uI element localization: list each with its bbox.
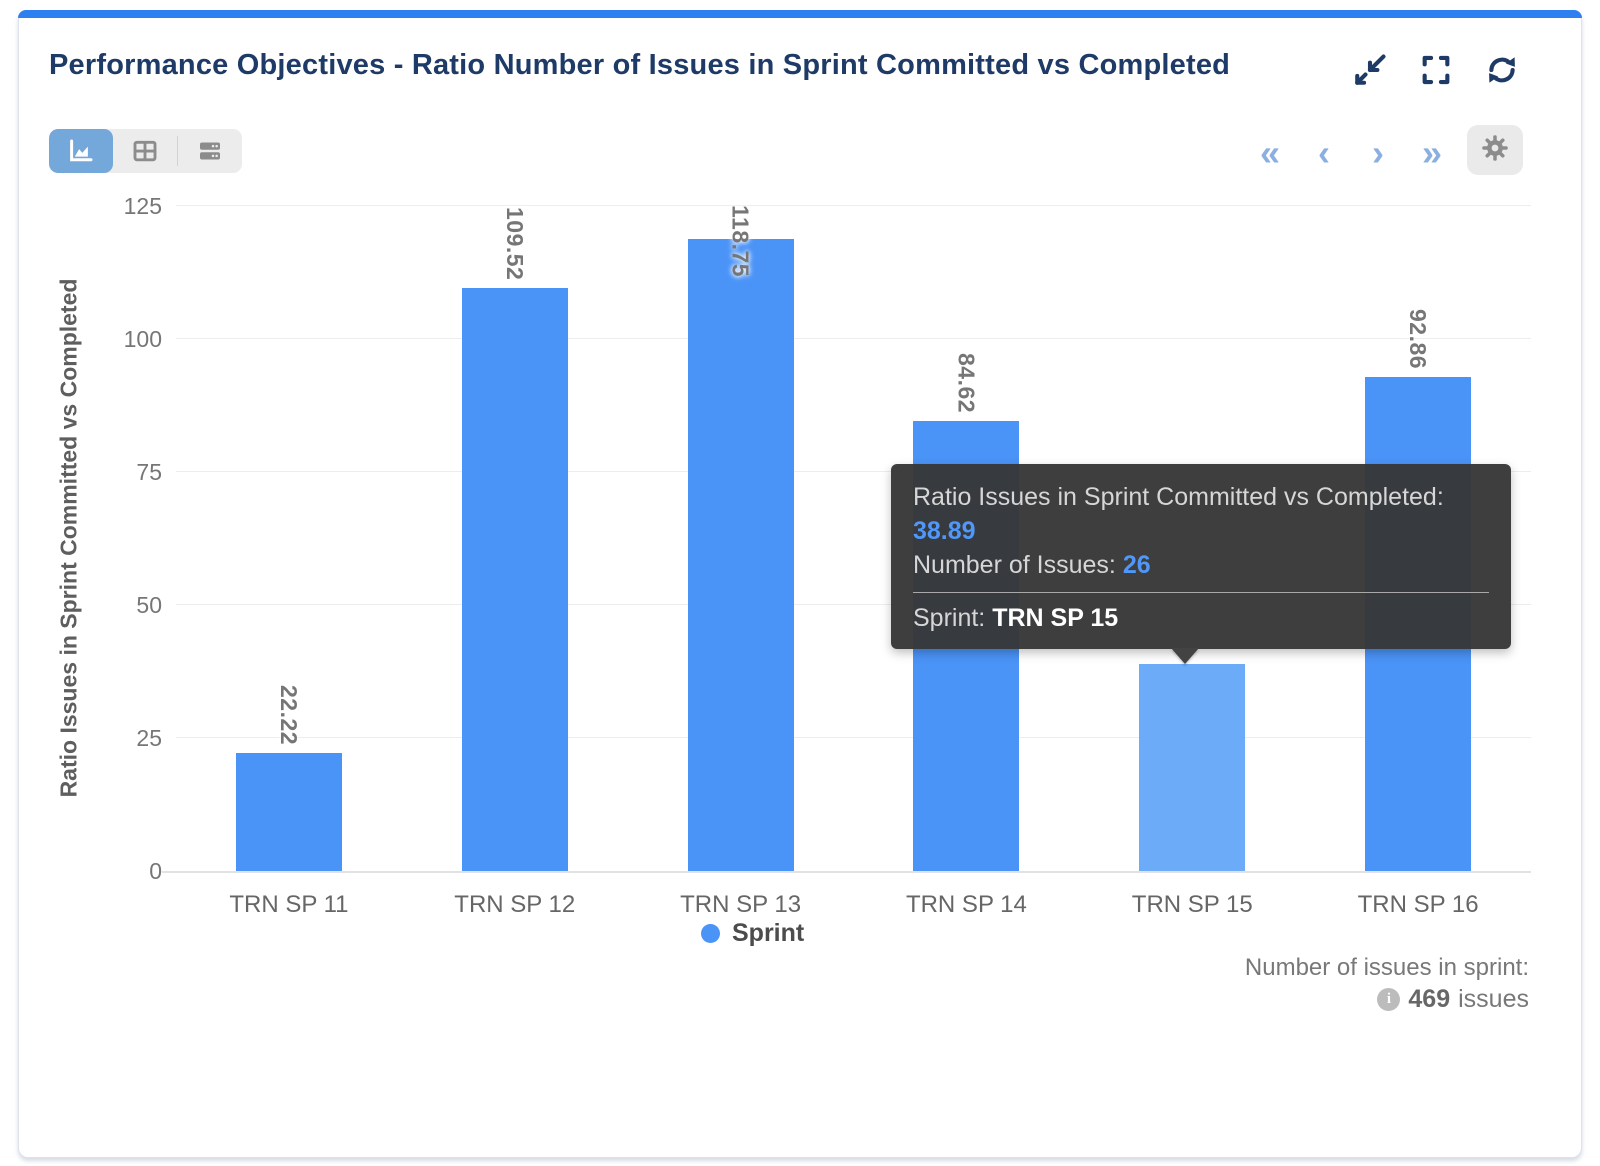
tooltip-sprint-line: Sprint: TRN SP 15 [913, 601, 1489, 635]
table-view-button[interactable] [113, 129, 177, 173]
issues-summary-value-row: i 469 issues [1245, 985, 1529, 1014]
y-gridline-25 [176, 737, 1531, 738]
chart-view-button[interactable] [49, 129, 113, 173]
legend-label: Sprint [732, 919, 805, 947]
x-tick-label-1: TRN SP 11 [229, 891, 349, 918]
chart-tooltip: Ratio Issues in Sprint Committed vs Comp… [891, 464, 1511, 664]
info-circle-icon[interactable]: i [1377, 988, 1401, 1011]
bar-value-label: 84.62 [953, 352, 980, 413]
y-axis-title: Ratio Issues in Sprint Committed vs Comp… [55, 278, 82, 798]
tooltip-arrow [1171, 648, 1199, 664]
x-tick-label-4: TRN SP 14 [905, 891, 1027, 918]
y-tick-label-50: 50 [136, 592, 162, 618]
issues-summary-label: Number of issues in sprint: [1244, 954, 1529, 981]
y-gridline-100 [176, 338, 1531, 339]
view-toggle-group [49, 129, 242, 173]
page-title: Performance Objectives - Ratio Number of… [49, 49, 1231, 81]
fullscreen-icon[interactable] [1419, 53, 1453, 87]
card-top-accent-bar [18, 10, 1582, 18]
minimize-icon[interactable] [1353, 53, 1387, 87]
legend-dot [701, 924, 720, 943]
y-tick-label-75: 75 [136, 459, 162, 485]
next-page-button[interactable]: › [1372, 132, 1384, 173]
bar-trn-sp-13[interactable] [687, 239, 794, 871]
x-tick-label-2: TRN SP 12 [454, 891, 576, 918]
x-axis-line [162, 871, 1531, 873]
tooltip-divider [913, 592, 1489, 593]
gear-icon [1480, 133, 1510, 168]
x-tick-label-5: TRN SP 15 [1131, 891, 1253, 918]
y-tick-label-0: 0 [149, 858, 162, 884]
bar-trn-sp-11[interactable] [235, 752, 342, 871]
bar-value-label: 118.75 [727, 205, 754, 278]
list-rows-icon [195, 136, 225, 166]
bar-trn-sp-15[interactable] [1139, 664, 1246, 871]
tooltip-issues-line: Number of Issues: 26 [913, 548, 1489, 582]
x-tick-label-3: TRN SP 13 [680, 891, 802, 918]
chart-legend[interactable]: Sprint [701, 919, 804, 948]
settings-button[interactable] [1467, 125, 1523, 175]
issues-summary: Number of issues in sprint: i 469 issues [1245, 953, 1529, 1014]
last-page-button[interactable]: » [1421, 132, 1443, 173]
y-tick-label-100: 100 [123, 326, 162, 352]
bar-value-label: 109.52 [501, 207, 528, 281]
y-tick-label-25: 25 [136, 725, 162, 751]
table-icon [130, 136, 160, 166]
y-gridline-75 [176, 471, 1531, 472]
pagination: « ‹ › » [1247, 129, 1455, 177]
tooltip-metric-line: Ratio Issues in Sprint Committed vs Comp… [913, 480, 1489, 514]
area-chart-icon [66, 136, 96, 166]
tooltip-issues-label: Number of Issues: [913, 551, 1116, 579]
header-actions [1353, 53, 1519, 87]
bar-value-label: 92.86 [1405, 308, 1432, 369]
bar-trn-sp-12[interactable] [461, 288, 568, 871]
first-page-button[interactable]: « [1259, 132, 1281, 173]
y-gridline-50 [176, 604, 1531, 605]
refresh-icon[interactable] [1485, 53, 1519, 87]
list-view-button[interactable] [178, 129, 242, 173]
tooltip-metric-label: Ratio Issues in Sprint Committed vs Comp… [913, 483, 1444, 511]
bar-value-label: 22.22 [275, 684, 302, 745]
toggle-separator [177, 136, 178, 166]
y-tick-label-125: 125 [123, 193, 162, 219]
tooltip-issues-value: 26 [1122, 551, 1151, 579]
tooltip-sprint-value: TRN SP 15 [992, 604, 1119, 632]
issues-count: 469 [1408, 985, 1451, 1013]
x-tick-label-6: TRN SP 16 [1357, 891, 1479, 918]
tooltip-metric-value: 38.89 [913, 517, 976, 545]
y-gridline-125 [176, 205, 1531, 206]
chart-widget-card: Performance Objectives - Ratio Number of… [18, 10, 1582, 1158]
issues-unit: issues [1458, 985, 1529, 1013]
previous-page-button[interactable]: ‹ [1318, 132, 1330, 173]
tooltip-sprint-label: Sprint: [913, 604, 986, 632]
